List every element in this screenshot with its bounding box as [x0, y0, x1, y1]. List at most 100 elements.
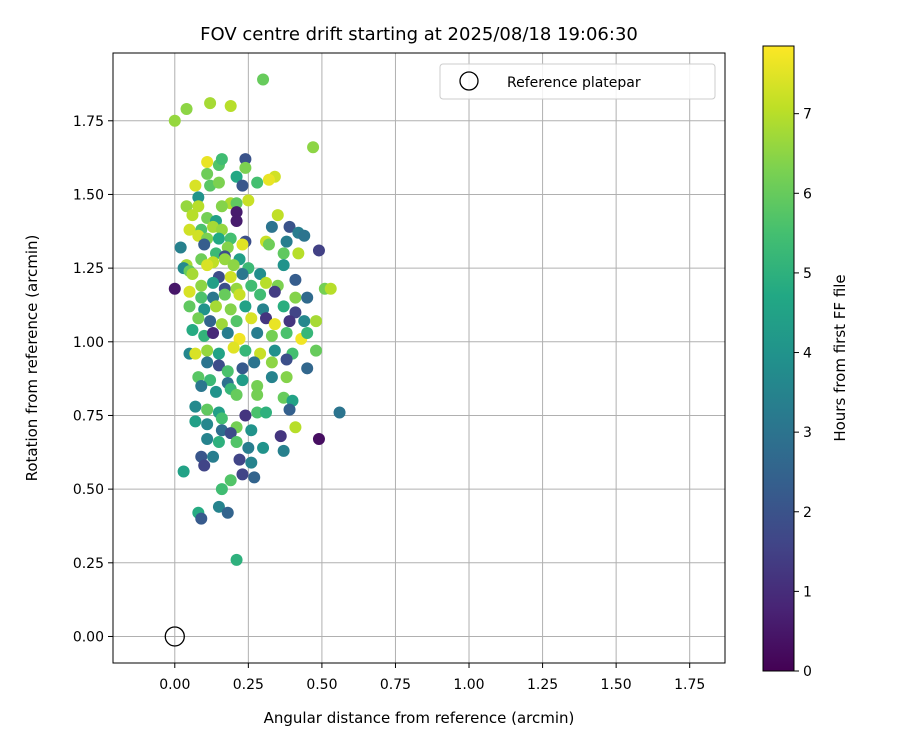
data-point — [251, 326, 264, 339]
data-point — [189, 179, 202, 192]
data-point — [215, 200, 228, 213]
data-point — [254, 268, 267, 281]
data-point — [280, 371, 293, 384]
data-point — [192, 191, 205, 204]
x-axis-ticks: 0.00 0.25 0.50 0.75 1.00 1.25 1.50 1.75 — [159, 663, 705, 693]
data-point — [183, 300, 196, 313]
y-tick-label: 0.50 — [73, 482, 104, 498]
data-point — [180, 200, 193, 213]
data-point — [268, 318, 281, 331]
data-point — [212, 500, 225, 513]
data-point — [312, 433, 325, 446]
y-tick-label: 1.75 — [73, 114, 104, 130]
colorbar-gradient — [762, 45, 795, 672]
data-point — [230, 170, 243, 183]
colorbar-ticks: 0 1 2 3 4 5 6 7 — [794, 107, 812, 680]
data-point — [289, 306, 302, 319]
data-point — [280, 353, 293, 366]
data-point — [209, 300, 222, 313]
data-point — [277, 444, 290, 457]
legend-entry-reference: Reference platepar — [507, 75, 641, 91]
data-point — [230, 206, 243, 219]
data-point — [189, 415, 202, 428]
data-point — [283, 220, 296, 233]
data-point — [265, 220, 278, 233]
data-point — [207, 326, 220, 339]
colorbar-label: Hours from first FF file — [831, 274, 849, 441]
x-tick-label: 1.00 — [453, 677, 484, 693]
data-point — [230, 214, 243, 227]
data-point — [283, 315, 296, 328]
data-point — [254, 288, 267, 301]
data-point — [212, 232, 225, 245]
data-point — [248, 471, 261, 484]
data-point — [201, 433, 214, 446]
data-point — [310, 315, 323, 328]
data-point — [268, 285, 281, 298]
data-point — [280, 235, 293, 248]
x-tick-label: 1.75 — [674, 677, 705, 693]
data-point — [224, 474, 237, 487]
data-point — [230, 553, 243, 566]
data-point — [227, 259, 240, 272]
y-tick-label: 1.25 — [73, 261, 104, 277]
data-point — [230, 435, 243, 448]
data-point — [186, 268, 199, 281]
data-point — [233, 332, 246, 345]
y-tick-label: 1.00 — [73, 335, 104, 351]
data-point — [236, 238, 249, 251]
data-point — [212, 347, 225, 360]
data-point — [260, 406, 272, 419]
data-point — [192, 200, 205, 213]
colorbar-tick-label: 6 — [803, 186, 812, 202]
data-point — [198, 459, 211, 472]
data-point — [204, 97, 217, 110]
data-point — [251, 379, 264, 392]
data-point — [189, 347, 202, 360]
data-point — [236, 362, 249, 375]
x-tick-label: 0.75 — [380, 677, 411, 693]
data-point — [168, 282, 181, 295]
data-point — [221, 365, 234, 378]
x-tick-label: 0.00 — [159, 677, 190, 693]
data-point — [239, 153, 252, 166]
data-point — [236, 179, 249, 192]
data-point — [198, 303, 211, 316]
data-point — [218, 253, 231, 266]
legend: Reference platepar — [439, 63, 716, 100]
y-axis-label: Rotation from reference (arcmin) — [23, 235, 41, 482]
data-point — [257, 441, 270, 454]
data-point — [207, 276, 220, 289]
data-point — [239, 161, 252, 174]
data-point — [271, 209, 284, 222]
data-point — [215, 483, 228, 496]
data-point — [265, 329, 278, 342]
data-point — [201, 344, 214, 357]
data-point — [224, 100, 237, 113]
data-point — [277, 259, 290, 272]
data-point — [245, 279, 258, 292]
data-point — [242, 441, 255, 454]
data-point — [209, 385, 222, 398]
data-point — [218, 288, 231, 301]
data-point — [174, 241, 187, 254]
data-point — [186, 209, 199, 222]
data-point — [201, 403, 214, 416]
data-point — [236, 268, 249, 281]
data-point — [186, 324, 199, 337]
data-point — [254, 347, 267, 360]
chart-title: FOV centre drift starting at 2025/08/18 … — [200, 24, 638, 45]
colorbar-tick-label: 0 — [803, 664, 812, 680]
data-point — [307, 141, 320, 154]
data-point — [333, 406, 346, 419]
data-point — [251, 176, 264, 189]
data-point — [260, 312, 272, 325]
data-point — [289, 291, 302, 304]
legend-box — [439, 63, 716, 100]
data-point — [298, 229, 311, 242]
data-point — [274, 430, 287, 443]
x-tick-label: 1.25 — [527, 677, 558, 693]
data-point — [204, 374, 217, 387]
x-tick-label: 0.50 — [306, 677, 337, 693]
data-point — [204, 315, 217, 328]
